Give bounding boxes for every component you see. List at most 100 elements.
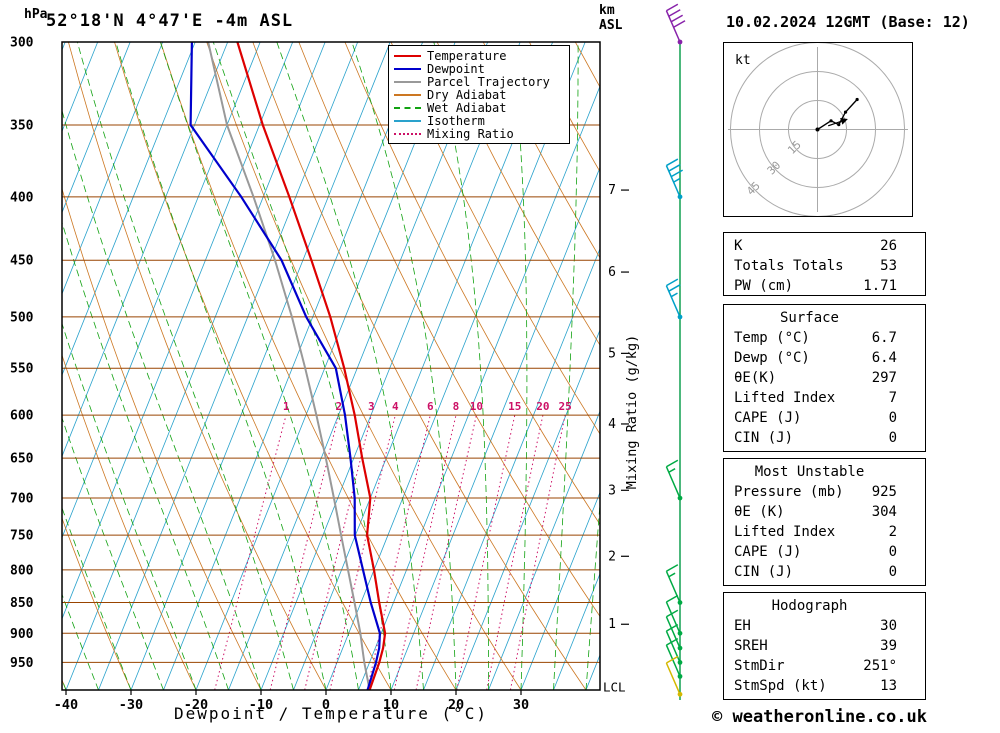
stat-row: StmDir 251° <box>724 656 925 676</box>
svg-text:300: 300 <box>10 36 34 51</box>
legend-item: Temperature <box>394 48 564 63</box>
parcel-trajectory-curve <box>207 42 371 690</box>
legend-label: Isotherm <box>427 113 485 128</box>
svg-text:25: 25 <box>559 400 572 413</box>
svg-text:-20: -20 <box>184 697 208 713</box>
svg-text:800: 800 <box>10 563 34 578</box>
hodo-ring-label: 15 <box>785 138 804 157</box>
stat-label: K <box>734 238 743 254</box>
stat-label: EH <box>734 618 751 634</box>
pressure-gridlines <box>62 41 600 663</box>
svg-text:30: 30 <box>513 697 529 713</box>
skewt-background <box>62 42 600 690</box>
temperature-axis-labels: -40 -30 -20 -10 0 10 20 30 <box>54 690 529 713</box>
legend-item: Parcel Trajectory <box>394 74 564 89</box>
svg-text:700: 700 <box>10 492 34 507</box>
stats-table-hodograph: Hodograph EH 30 SREH 39 StmDir 251° StmSpd (kt)… <box>723 592 926 700</box>
table-section-title: Most Unstable <box>754 464 865 480</box>
svg-text:900: 900 <box>10 627 34 642</box>
stat-label: StmSpd (kt) <box>734 678 827 694</box>
stat-label: Lifted Index <box>734 524 836 540</box>
legend-label: Parcel Trajectory <box>427 74 550 89</box>
svg-text:-30: -30 <box>119 697 143 713</box>
stat-row: EH 30 <box>724 616 925 636</box>
stat-row: Lifted Index 2 <box>724 522 925 542</box>
dewpoint-curve <box>189 42 382 690</box>
stat-row: PW (cm) 1.71 <box>724 276 925 295</box>
table-section-title: Surface <box>779 310 839 326</box>
svg-text:2: 2 <box>335 400 342 413</box>
stat-row: StmSpd (kt) 13 <box>724 676 925 696</box>
km-axis-unit: km <box>599 3 615 18</box>
wet-adiabats-group <box>62 42 600 690</box>
svg-text:-40: -40 <box>54 697 78 713</box>
svg-text:750: 750 <box>10 529 34 544</box>
stat-row: Pressure (mb) 925 <box>724 482 925 502</box>
stat-label: Temp (°C) <box>734 330 810 346</box>
legend-line-sample <box>394 54 421 57</box>
station-title: 52°18'N 4°47'E -4m ASL <box>46 11 294 31</box>
stat-label: Lifted Index <box>734 390 836 406</box>
hodo-ring <box>788 100 847 159</box>
hodo-unit-label: kt <box>735 53 751 68</box>
svg-text:10: 10 <box>383 697 399 713</box>
mixing-ratio-labels: 1 2 3 4 6 8 10 15 20 25 <box>283 400 572 413</box>
svg-text:650: 650 <box>10 452 34 467</box>
stat-label: Totals Totals <box>734 258 844 274</box>
stat-row: SREH 39 <box>724 636 925 656</box>
legend-item: Wet Adiabat <box>394 101 564 115</box>
stats-table-surface: Surface Temp (°C) 6.7 Dewp (°C) 6.4 θE(K) 297 L… <box>723 304 926 452</box>
stat-value: 7 <box>888 390 897 406</box>
sounding-curves <box>189 42 387 690</box>
legend-item: Dry Adiabat <box>394 88 564 102</box>
svg-text:4: 4 <box>392 400 399 413</box>
stat-label: θE(K) <box>734 370 777 386</box>
svg-text:450: 450 <box>10 254 34 269</box>
stat-row: CAPE (J) 0 <box>724 408 925 428</box>
stat-label: θE (K) <box>734 504 785 520</box>
stat-label: CIN (J) <box>734 430 794 446</box>
svg-text:20: 20 <box>536 400 549 413</box>
stat-label: CAPE (J) <box>734 410 802 426</box>
legend-label: Temperature <box>427 48 507 63</box>
svg-text:-10: -10 <box>249 697 273 713</box>
stats-table-most-unstable: Most Unstable Pressure (mb) 925 θE (K) 304 Li… <box>723 458 926 586</box>
svg-text:850: 850 <box>10 596 34 611</box>
stat-value: 0 <box>888 544 897 560</box>
stat-label: PW (cm) <box>734 278 794 294</box>
svg-text:7: 7 <box>608 183 616 198</box>
run-datetime: 10.02.2024 12GMT (Base: 12) <box>726 13 970 31</box>
stat-value: 30 <box>880 618 897 634</box>
wind-barbs <box>665 3 686 700</box>
svg-text:20: 20 <box>448 697 464 713</box>
stat-value: 39 <box>880 638 897 654</box>
stat-row: Totals Totals 53 <box>724 256 925 276</box>
table-section-title: Hodograph <box>771 598 848 614</box>
copyright: © weatheronline.co.uk <box>712 707 927 727</box>
legend-label: Mixing Ratio <box>427 126 514 141</box>
svg-text:0: 0 <box>322 697 330 713</box>
stats-table-indices: K 26 Totals Totals 53 PW (cm) 1.71 <box>723 232 926 296</box>
stat-label: Pressure (mb) <box>734 484 844 500</box>
svg-text:550: 550 <box>10 362 34 377</box>
svg-text:500: 500 <box>10 310 34 325</box>
stat-row: CAPE (J) 0 <box>724 542 925 562</box>
legend-line-sample <box>394 106 421 109</box>
svg-text:600: 600 <box>10 409 34 424</box>
lcl-label: LCL <box>603 679 626 694</box>
stat-row: θE (K) 304 <box>724 502 925 522</box>
svg-text:350: 350 <box>10 118 34 133</box>
stat-label: CIN (J) <box>734 564 794 580</box>
legend-line-sample <box>394 67 421 70</box>
svg-text:3: 3 <box>608 483 616 498</box>
legend: Temperature Dewpoint Parcel Trajectory Dry … <box>388 45 570 144</box>
legend-line-sample <box>394 119 421 122</box>
km-axis-title: km ASL <box>599 3 622 33</box>
stat-row: CIN (J) 0 <box>724 428 925 448</box>
legend-item: Dewpoint <box>394 62 564 76</box>
svg-text:6: 6 <box>608 265 616 280</box>
stat-row: Dewp (°C) 6.4 <box>724 348 925 368</box>
svg-text:4: 4 <box>608 417 616 432</box>
pressure-axis-unit: hPa <box>24 7 48 22</box>
